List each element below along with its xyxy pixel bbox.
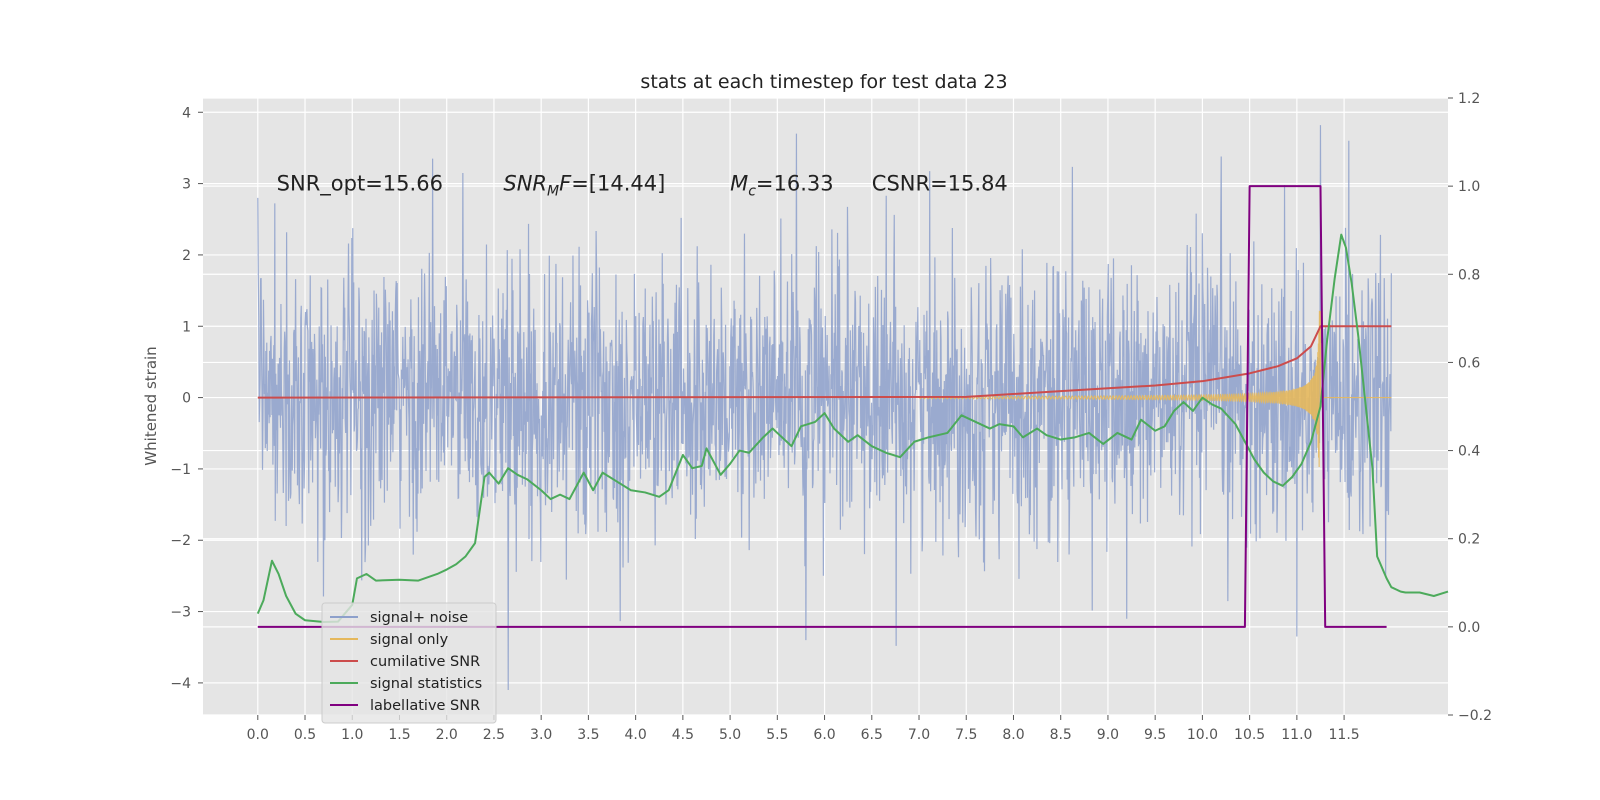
legend-label-4: label — [370, 698, 405, 714]
x-tick-label-19: 9.5 — [1144, 727, 1166, 743]
line-series — [256, 185, 1449, 628]
x-tick-label-6: 3.0 — [530, 727, 552, 743]
y-tick-label-0: 4 — [182, 105, 191, 121]
x-tick-label-0: 0.0 — [247, 727, 269, 743]
x-tick-label-3: 1.5 — [388, 727, 410, 743]
series-signal-statistics — [256, 233, 1449, 624]
x-tick-label-4: 2.0 — [436, 727, 458, 743]
x-tick-label-14: 7.0 — [908, 727, 930, 743]
legend-ghost-label: cumilative SNR — [370, 698, 480, 714]
legend-label-1: signal only — [370, 632, 449, 648]
y2-tick-label-2: 0.8 — [1458, 267, 1480, 283]
x-tick-label-7: 3.5 — [577, 727, 599, 743]
x-tick-label-16: 8.0 — [1002, 727, 1024, 743]
series-label — [257, 185, 1387, 628]
x-tick-label-2: 1.0 — [341, 727, 363, 743]
y-tick-label-1: 3 — [182, 177, 191, 193]
series-cumilative-snr — [257, 325, 1392, 399]
annotations: SNR_opt=15.66 SNRMF=[14.44] Mc=16.33 CSNR=1… — [277, 172, 1008, 200]
y2-tick-label-1: 1.0 — [1458, 179, 1480, 195]
x-tick-label-21: 10.5 — [1234, 727, 1265, 743]
chart-title: stats at each timestep for test data 23 — [640, 71, 1007, 93]
x-tick-label-9: 4.5 — [672, 727, 694, 743]
x-tick-label-15: 7.5 — [955, 727, 977, 743]
y2-tick-label-3: 0.6 — [1458, 355, 1480, 371]
x-tick-label-13: 6.5 — [861, 727, 883, 743]
x-tick-label-20: 10.0 — [1187, 727, 1218, 743]
y-tick-label-7: −3 — [170, 605, 191, 621]
y2-tick-label-6: 0.0 — [1458, 620, 1480, 636]
x-tick-label-10: 5.0 — [719, 727, 741, 743]
x-tick-label-5: 2.5 — [483, 727, 505, 743]
series-signal-noise — [257, 125, 1392, 691]
x-tick-label-17: 8.5 — [1050, 727, 1072, 743]
y-tick-label-8: −4 — [170, 676, 191, 692]
x-tick-label-1: 0.5 — [294, 727, 316, 743]
x-tick-label-18: 9.0 — [1097, 727, 1119, 743]
x-tick-label-12: 6.0 — [813, 727, 835, 743]
legend-label-0: signal+ noise — [370, 610, 468, 626]
signal-noise-series — [257, 125, 1392, 691]
axes-ticks: 0.0 0.5 1.0 1.5 2.0 2.5 3.0 3.5 4.0 4.5 5.0 5.5 6.0 6… — [170, 91, 1492, 743]
y-tick-label-4: 0 — [182, 391, 191, 407]
y-tick-label-6: −2 — [170, 533, 191, 549]
y2-tick-label-4: 0.4 — [1458, 444, 1480, 460]
y-tick-label-3: 1 — [182, 319, 191, 335]
legend: signal+ noise signal only cumilative SNR si… — [321, 602, 497, 724]
x-tick-label-8: 4.0 — [624, 727, 646, 743]
legend-box — [321, 602, 497, 724]
y2-tick-label-5: 0.2 — [1458, 532, 1480, 548]
x-tick-label-23: 11.5 — [1329, 727, 1360, 743]
y-tick-label-2: 2 — [182, 248, 191, 264]
annotation-3: CSNR=15.84 — [872, 172, 1008, 196]
legend-label-2: cumilative SNR — [370, 654, 480, 670]
y-tick-label-5: −1 — [170, 462, 191, 478]
x-tick-label-11: 5.5 — [766, 727, 788, 743]
y2-tick-label-7: −0.2 — [1458, 708, 1492, 724]
annotation-1: SNRMF=[14.44] — [503, 172, 665, 200]
legend-label-3: signal statistics — [370, 676, 482, 692]
y2-tick-label-0: 1.2 — [1458, 91, 1480, 107]
x-tick-label-22: 11.0 — [1281, 727, 1312, 743]
annotation-0: SNR_opt=15.66 — [277, 172, 443, 197]
y-axis-label: Whitened strain — [142, 346, 160, 465]
annotation-2: Mc=16.33 — [730, 172, 834, 200]
